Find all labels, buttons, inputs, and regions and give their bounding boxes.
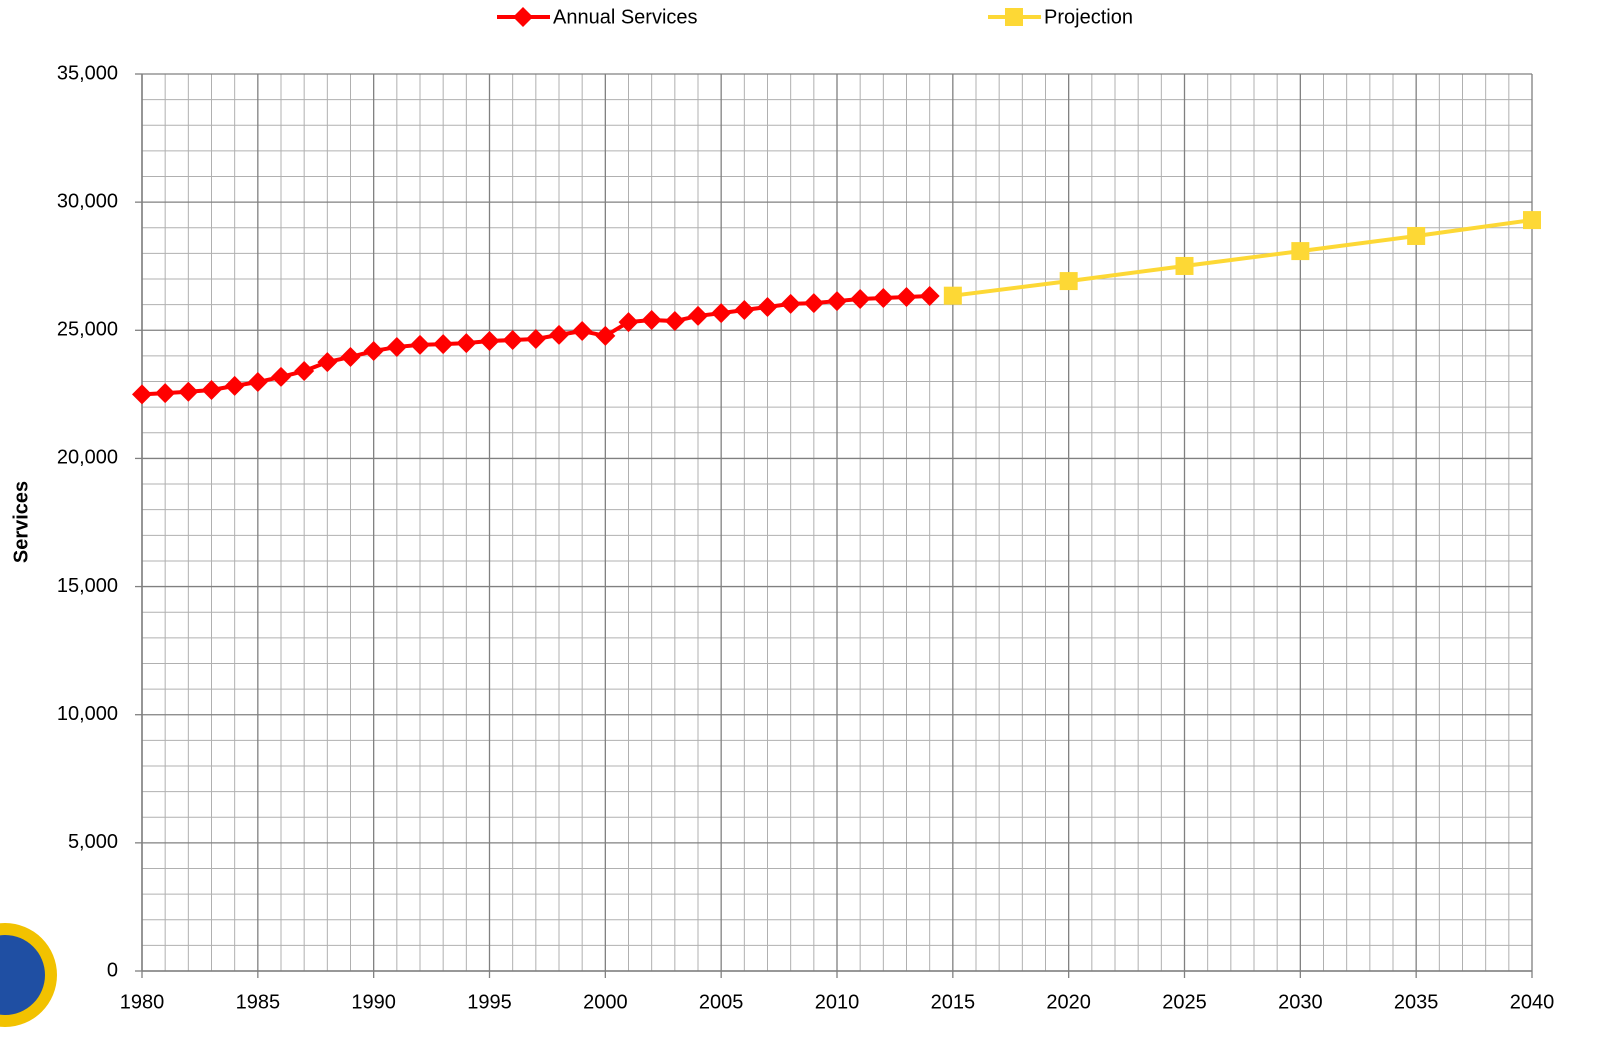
data-point — [688, 305, 708, 326]
x-tick-label: 1985 — [236, 991, 281, 1013]
data-point — [943, 286, 962, 305]
data-point — [618, 312, 639, 333]
x-tick-label: 2030 — [1278, 991, 1323, 1013]
x-tick-label: 2025 — [1162, 991, 1207, 1013]
data-point — [1407, 226, 1426, 245]
x-tick-label: 1995 — [467, 991, 512, 1013]
data-point — [873, 287, 894, 308]
data-point — [386, 336, 407, 357]
data-point — [780, 293, 801, 314]
data-point — [1291, 242, 1310, 261]
data-point — [178, 381, 199, 402]
x-tick-label: 1980 — [120, 991, 165, 1013]
y-tick-label: 35,000 — [57, 62, 118, 84]
data-point — [525, 328, 546, 349]
x-tick-label: 2010 — [815, 991, 860, 1013]
data-point — [919, 285, 940, 306]
data-point — [410, 334, 430, 355]
data-point — [757, 296, 778, 317]
y-tick-label: 25,000 — [57, 319, 118, 341]
legend-label: Projection — [1044, 6, 1133, 28]
data-point — [549, 324, 569, 345]
y-tick-label: 0 — [107, 959, 118, 981]
legend-marker — [513, 7, 533, 27]
data-point — [595, 325, 616, 346]
x-tick-label: 2020 — [1046, 991, 1091, 1013]
x-tick-label: 1990 — [351, 991, 396, 1013]
y-axis-label: Services — [10, 481, 32, 563]
y-tick-label: 30,000 — [57, 190, 118, 212]
data-point — [803, 293, 824, 314]
data-point — [1059, 272, 1078, 291]
y-tick-label: 15,000 — [57, 575, 118, 597]
data-point — [479, 331, 500, 352]
y-tick-label: 5,000 — [68, 831, 118, 853]
data-point — [1175, 256, 1194, 275]
series-line — [952, 218, 1533, 298]
data-point — [433, 334, 454, 355]
data-point — [664, 311, 685, 332]
data-point — [896, 286, 917, 307]
data-point — [340, 346, 361, 367]
data-point — [1523, 211, 1541, 230]
logo-center — [0, 935, 45, 1015]
data-point — [363, 341, 384, 362]
logo — [0, 923, 57, 1027]
x-tick-label: 2040 — [1510, 991, 1555, 1013]
data-point — [294, 361, 315, 382]
data-point — [155, 383, 176, 404]
data-point — [641, 310, 662, 331]
legend-label: Annual Services — [553, 6, 698, 28]
x-tick-label: 2000 — [583, 991, 628, 1013]
data-point — [572, 321, 593, 342]
data-point — [201, 380, 222, 401]
x-tick-label: 2035 — [1394, 991, 1439, 1013]
data-point — [271, 366, 291, 387]
data-point — [456, 333, 477, 354]
data-point — [247, 372, 268, 393]
data-point — [850, 289, 871, 310]
data-point — [502, 330, 523, 351]
data-point — [132, 384, 152, 405]
legend-marker — [1005, 8, 1023, 26]
data-point — [317, 352, 338, 373]
data-point — [711, 303, 732, 324]
y-tick-label: 10,000 — [57, 703, 118, 725]
x-tick-label: 2015 — [931, 991, 976, 1013]
y-tick-label: 20,000 — [57, 447, 118, 469]
data-point — [224, 375, 245, 396]
x-tick-label: 2005 — [699, 991, 744, 1013]
data-point — [827, 291, 847, 312]
data-point — [734, 300, 755, 321]
